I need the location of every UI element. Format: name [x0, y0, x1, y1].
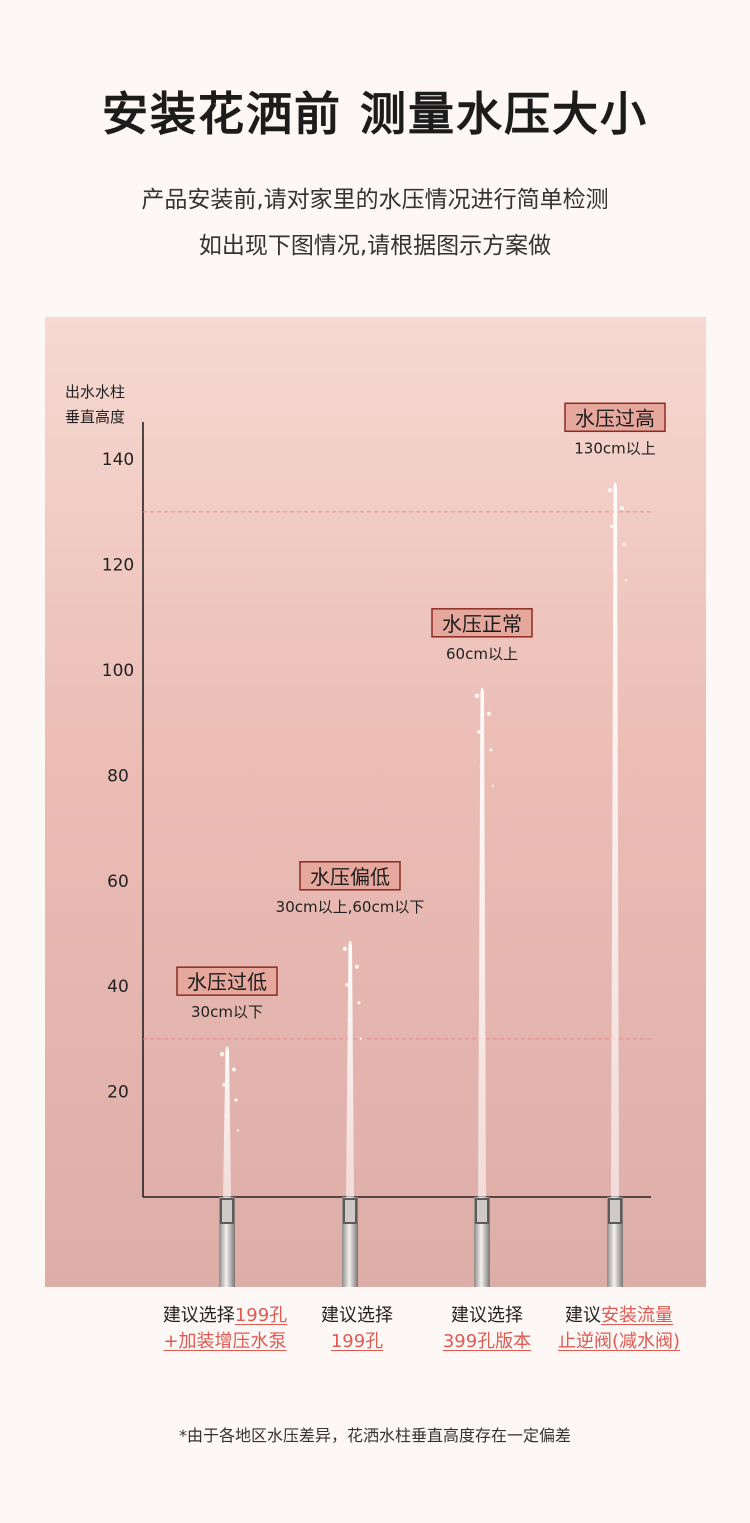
y-tick-label-40: 40 — [107, 977, 129, 997]
rec-3-line2: 399孔版本 — [442, 1331, 532, 1352]
droplet-4-2 — [620, 506, 624, 511]
category-box-4 — [564, 402, 666, 433]
nozzle-inner-4 — [610, 1200, 620, 1222]
rec-1-line2: +加装增压水泵 — [163, 1331, 287, 1352]
droplet-4-4 — [622, 542, 626, 546]
y-tick-label-60: 60 — [107, 872, 129, 892]
category-box-1 — [176, 966, 278, 996]
droplet-1-2 — [232, 1067, 236, 1072]
droplet-3-6 — [491, 784, 495, 788]
rec-4-highlight: 安装流量 — [601, 1305, 673, 1326]
subtitle-line-2: 如出现下图情况,请根据图示方案做 — [198, 233, 552, 259]
water-jet-1 — [223, 1046, 231, 1197]
water-jet-2 — [346, 940, 354, 1197]
chart-panel: 出水水柱垂直高度 20 40 60 80 100 120 140 水压过低 30cm以下 水压偏低 3… — [45, 317, 706, 1287]
rec-1-highlight: 199孔 — [234, 1305, 288, 1326]
droplet-3-1 — [474, 693, 480, 699]
droplet-3-2 — [487, 711, 491, 716]
droplet-3-4 — [489, 748, 493, 752]
category-label-3: 水压正常 — [442, 612, 522, 636]
category-box-2 — [299, 861, 401, 891]
y-tick-label-100: 100 — [102, 661, 134, 681]
droplet-2-1 — [342, 946, 348, 951]
y-tick-label-140: 140 — [102, 450, 134, 470]
category-label-1: 水压过低 — [187, 970, 267, 994]
droplet-2-2 — [355, 964, 359, 969]
rec-1-prefix: 建议选择 — [162, 1305, 235, 1326]
footnote: *由于各地区水压差异，花洒水柱垂直高度存在一定偏差 — [178, 1426, 571, 1445]
water-jet-4 — [611, 482, 619, 1197]
rec-2-line2: 199孔 — [330, 1331, 384, 1352]
droplet-4-5 — [612, 560, 616, 564]
droplet-3-5 — [479, 766, 483, 770]
y-axis-label-line-1: 出水水柱 — [65, 383, 125, 401]
range-label-2: 30cm以上,60cm以下 — [276, 898, 425, 916]
rec-2-prefix: 建议选择 — [321, 1305, 393, 1326]
droplet-2-4 — [357, 1001, 361, 1005]
nozzle-inner-1 — [222, 1200, 232, 1222]
droplet-4-1 — [607, 488, 613, 493]
category-label-4: 水压过高 — [575, 406, 655, 430]
rec-4-prefix: 建议 — [565, 1305, 601, 1326]
subtitle-line-1: 产品安装前,请对家里的水压情况进行简单检测 — [141, 187, 609, 213]
droplet-2-6 — [359, 1037, 363, 1040]
y-tick-label-20: 20 — [107, 1083, 129, 1103]
droplet-2-3 — [345, 982, 349, 987]
water-jet-3 — [478, 687, 486, 1197]
rec-4-line2: 止逆阀(减水阀) — [557, 1331, 681, 1352]
droplet-3-3 — [477, 730, 481, 734]
droplet-4-6 — [624, 579, 628, 582]
droplet-1-1 — [219, 1051, 225, 1057]
nozzle-inner-2 — [345, 1200, 355, 1222]
droplet-1-3 — [222, 1082, 226, 1087]
page-title: 安装花洒前 测量水压大小 — [101, 87, 648, 141]
y-tick-label-80: 80 — [107, 766, 129, 786]
nozzle-inner-3 — [477, 1200, 487, 1222]
droplet-4-3 — [610, 524, 614, 529]
range-label-4: 130cm以上 — [574, 439, 656, 457]
y-tick-label-120: 120 — [102, 556, 134, 576]
droplet-1-4 — [234, 1098, 238, 1102]
recommendation-1: 建议选择199孔 +加装增压水泵 — [140, 1303, 310, 1355]
range-label-3: 60cm以上 — [446, 645, 518, 663]
y-axis-label-line-2: 垂直高度 — [65, 408, 125, 426]
range-label-1: 30cm以下 — [191, 1003, 263, 1021]
droplet-1-5 — [224, 1113, 228, 1117]
category-box-3 — [431, 608, 533, 638]
category-label-2: 水压偏低 — [310, 865, 390, 889]
droplet-1-6 — [236, 1129, 240, 1132]
rec-3-prefix: 建议选择 — [451, 1305, 523, 1326]
recommendation-3: 建议选择 399孔版本 — [402, 1303, 572, 1355]
droplet-2-5 — [347, 1019, 351, 1023]
recommendation-2: 建议选择 199孔 — [272, 1303, 442, 1355]
recommendation-4: 建议安装流量 止逆阀(减水阀) — [534, 1303, 704, 1355]
